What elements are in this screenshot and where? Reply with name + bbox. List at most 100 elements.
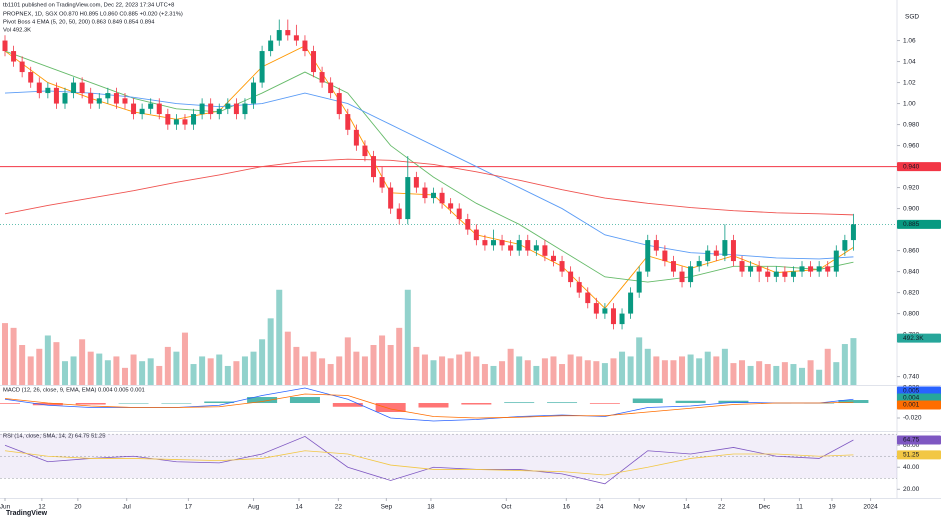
volume-bar — [156, 365, 163, 385]
candle-body — [2, 40, 8, 52]
level-label-box — [897, 162, 941, 172]
macd-histogram-bar — [247, 397, 278, 404]
volume-bar — [301, 356, 308, 385]
volume-bar — [224, 365, 231, 385]
volume-bar — [96, 353, 103, 385]
y-tick-label: 60.00 — [903, 442, 920, 449]
macd-value-label-box — [897, 386, 941, 396]
candle-body — [473, 229, 479, 241]
volume-bar — [524, 360, 531, 385]
volume-bar — [661, 360, 668, 385]
candle-body — [242, 103, 248, 115]
candle-body — [388, 187, 394, 209]
volume-bar — [387, 345, 394, 385]
candle-body — [825, 266, 831, 272]
volume-bar — [456, 354, 463, 385]
volume-bar — [79, 339, 86, 385]
macd-histogram-bar — [418, 403, 449, 408]
volume-bar — [636, 337, 643, 385]
candle-body — [148, 103, 154, 109]
candle-body — [251, 82, 257, 104]
volume-bar — [44, 335, 51, 385]
y-tick-label: 0.960 — [903, 142, 920, 149]
candle-body — [850, 224, 856, 241]
volume-bar — [190, 364, 197, 385]
y-tick-label: 1.04 — [903, 58, 916, 65]
candle-body — [165, 114, 171, 125]
candle-body — [122, 98, 128, 104]
volume-bar — [670, 360, 677, 385]
candle-body — [739, 261, 745, 272]
volume-bar — [164, 346, 171, 385]
y-tick-label: 0.740 — [903, 373, 920, 380]
candle-body — [431, 192, 436, 199]
candle-body — [293, 35, 299, 41]
x-tick-label: 17 — [185, 504, 193, 511]
volume-bar — [559, 364, 566, 385]
candle-body — [568, 271, 574, 283]
candle-body — [645, 240, 651, 272]
candle-body — [96, 98, 102, 104]
candle-body — [636, 271, 642, 293]
macd-histogram-bar — [589, 403, 620, 404]
candle-body — [259, 51, 265, 83]
candle-body — [508, 245, 514, 251]
x-tick-label: 12 — [38, 504, 46, 511]
x-tick-label: 14 — [295, 504, 303, 511]
candle-body — [336, 93, 342, 115]
candle-body — [405, 177, 411, 220]
macd-value-label-box — [897, 393, 941, 403]
volume-bar — [344, 337, 351, 385]
candle-body — [285, 30, 291, 36]
candle-body — [833, 250, 839, 272]
candle-body — [679, 271, 685, 283]
volume-bar — [319, 358, 326, 385]
volume-bar — [130, 354, 137, 385]
volume-label-box — [897, 333, 941, 343]
volume-bar — [464, 351, 471, 385]
x-tick-label: 22 — [335, 504, 343, 511]
rsi-value-label-box — [897, 450, 941, 460]
volume-bar — [2, 323, 8, 385]
volume-bar — [396, 327, 403, 385]
macd-histogram-bar — [838, 400, 869, 404]
candle-body — [379, 177, 385, 188]
volume-bar — [10, 327, 17, 385]
rsi-line — [4, 435, 854, 485]
macd-histogram-bar — [675, 400, 706, 404]
candle-body — [173, 119, 179, 125]
macd-title: MACD (12, 26, close, 9, EMA, EMA) 0.004 … — [3, 388, 145, 394]
candle-body — [319, 72, 325, 83]
candle-body — [756, 266, 762, 272]
candle-body — [490, 240, 496, 246]
volume-bar — [601, 363, 608, 385]
candle-body — [156, 103, 162, 115]
volume-bar — [704, 351, 711, 385]
y-tick-label: 20.00 — [903, 486, 920, 493]
volume-bar — [807, 360, 814, 385]
y-tick-label: 0.980 — [903, 121, 920, 128]
macd-histogram-bar — [547, 402, 578, 404]
y-tick-label: -0.020 — [903, 415, 922, 422]
candle-body — [748, 266, 754, 272]
volume-bar — [653, 356, 660, 385]
volume-bar — [413, 346, 420, 385]
volume-bar — [207, 358, 214, 385]
volume-bar — [541, 358, 548, 385]
candle-body — [328, 82, 334, 94]
macd-value-label: 0.005 — [903, 388, 920, 395]
volume-bar — [550, 356, 557, 385]
candle-body — [576, 282, 582, 293]
macd-histogram-bar — [504, 402, 535, 404]
macd-histogram-bar — [118, 403, 149, 404]
volume-bar — [499, 361, 506, 385]
macd-histogram-bar — [332, 403, 363, 407]
candle-body — [233, 103, 239, 115]
macd-histogram-bar — [375, 403, 406, 413]
y-tick-label: 0.840 — [903, 268, 920, 275]
volume-bar — [361, 356, 368, 385]
volume-bar — [36, 348, 43, 385]
macd-histogram-bar — [75, 403, 106, 405]
rsi-value-label: 51.25 — [903, 452, 920, 459]
